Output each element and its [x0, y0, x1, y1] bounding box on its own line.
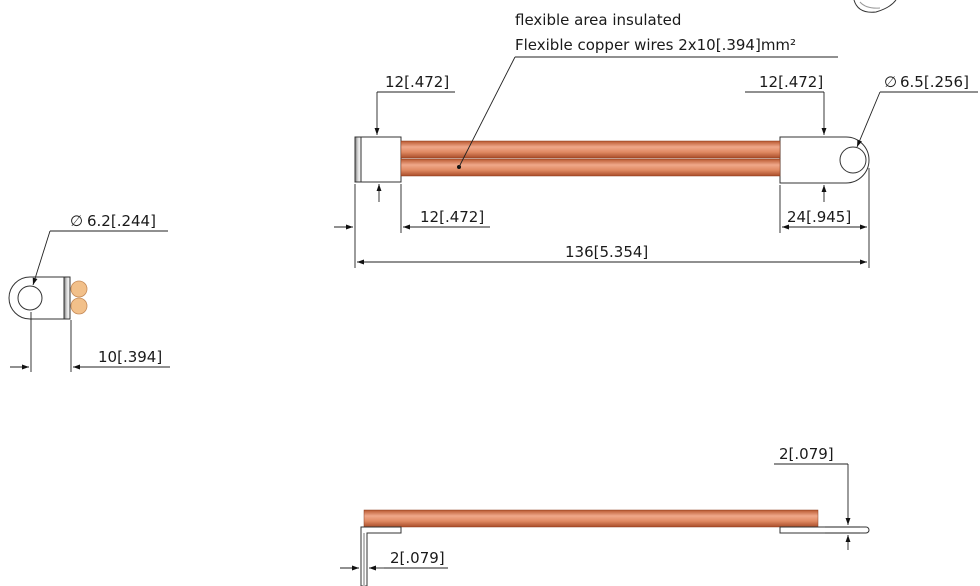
dim-text-overall-length: 136[5.354] — [565, 243, 648, 261]
side-view — [360, 509, 870, 586]
side-copper-strip — [363, 509, 819, 528]
side-right-lug — [779, 526, 870, 534]
dim-text-top-right-lug: 12[.472] — [759, 73, 823, 91]
dim-text-side-left-thickness: 2[.079] — [390, 549, 445, 567]
note-line-2: Flexible copper wires 2x10[.394]mm² — [515, 36, 796, 54]
right-lug-hole — [839, 146, 867, 174]
end-view-hole — [17, 285, 43, 311]
dim-text-left-lug-offset: 12[.472] — [420, 208, 484, 226]
dim-top-right-lug — [745, 91, 827, 202]
corner-partial-part — [853, 0, 897, 13]
dim-text-side-right-thickness: 2[.079] — [779, 445, 834, 463]
end-view — [8, 276, 88, 320]
copper-wire-bottom — [400, 158, 781, 177]
dim-end-width — [10, 312, 170, 372]
wire-end-bottom — [70, 297, 88, 315]
copper-wire-top — [400, 140, 781, 159]
dim-text-right-lug-offset: 24[.945] — [787, 208, 851, 226]
dim-hole-right — [856, 91, 978, 148]
dim-text-top-left-lug: 12[.472] — [385, 73, 449, 91]
dim-side-right-thickness — [774, 463, 860, 550]
note-leader — [458, 56, 838, 168]
diameter-symbol-right: ∅ — [884, 73, 897, 91]
top-view — [354, 136, 870, 184]
dim-hole-left — [32, 230, 168, 286]
left-lug — [354, 136, 402, 183]
diameter-symbol-left: ∅ — [70, 212, 83, 230]
wire-end-top — [70, 280, 88, 298]
dim-text-end-width: 10[.394] — [98, 348, 162, 366]
dim-top-left-lug — [374, 91, 455, 202]
note-line-1: flexible area insulated — [515, 11, 681, 29]
dim-text-hole-left: 6.2[.244] — [87, 212, 156, 230]
dim-text-hole-right: 6.5[.256] — [900, 73, 969, 91]
